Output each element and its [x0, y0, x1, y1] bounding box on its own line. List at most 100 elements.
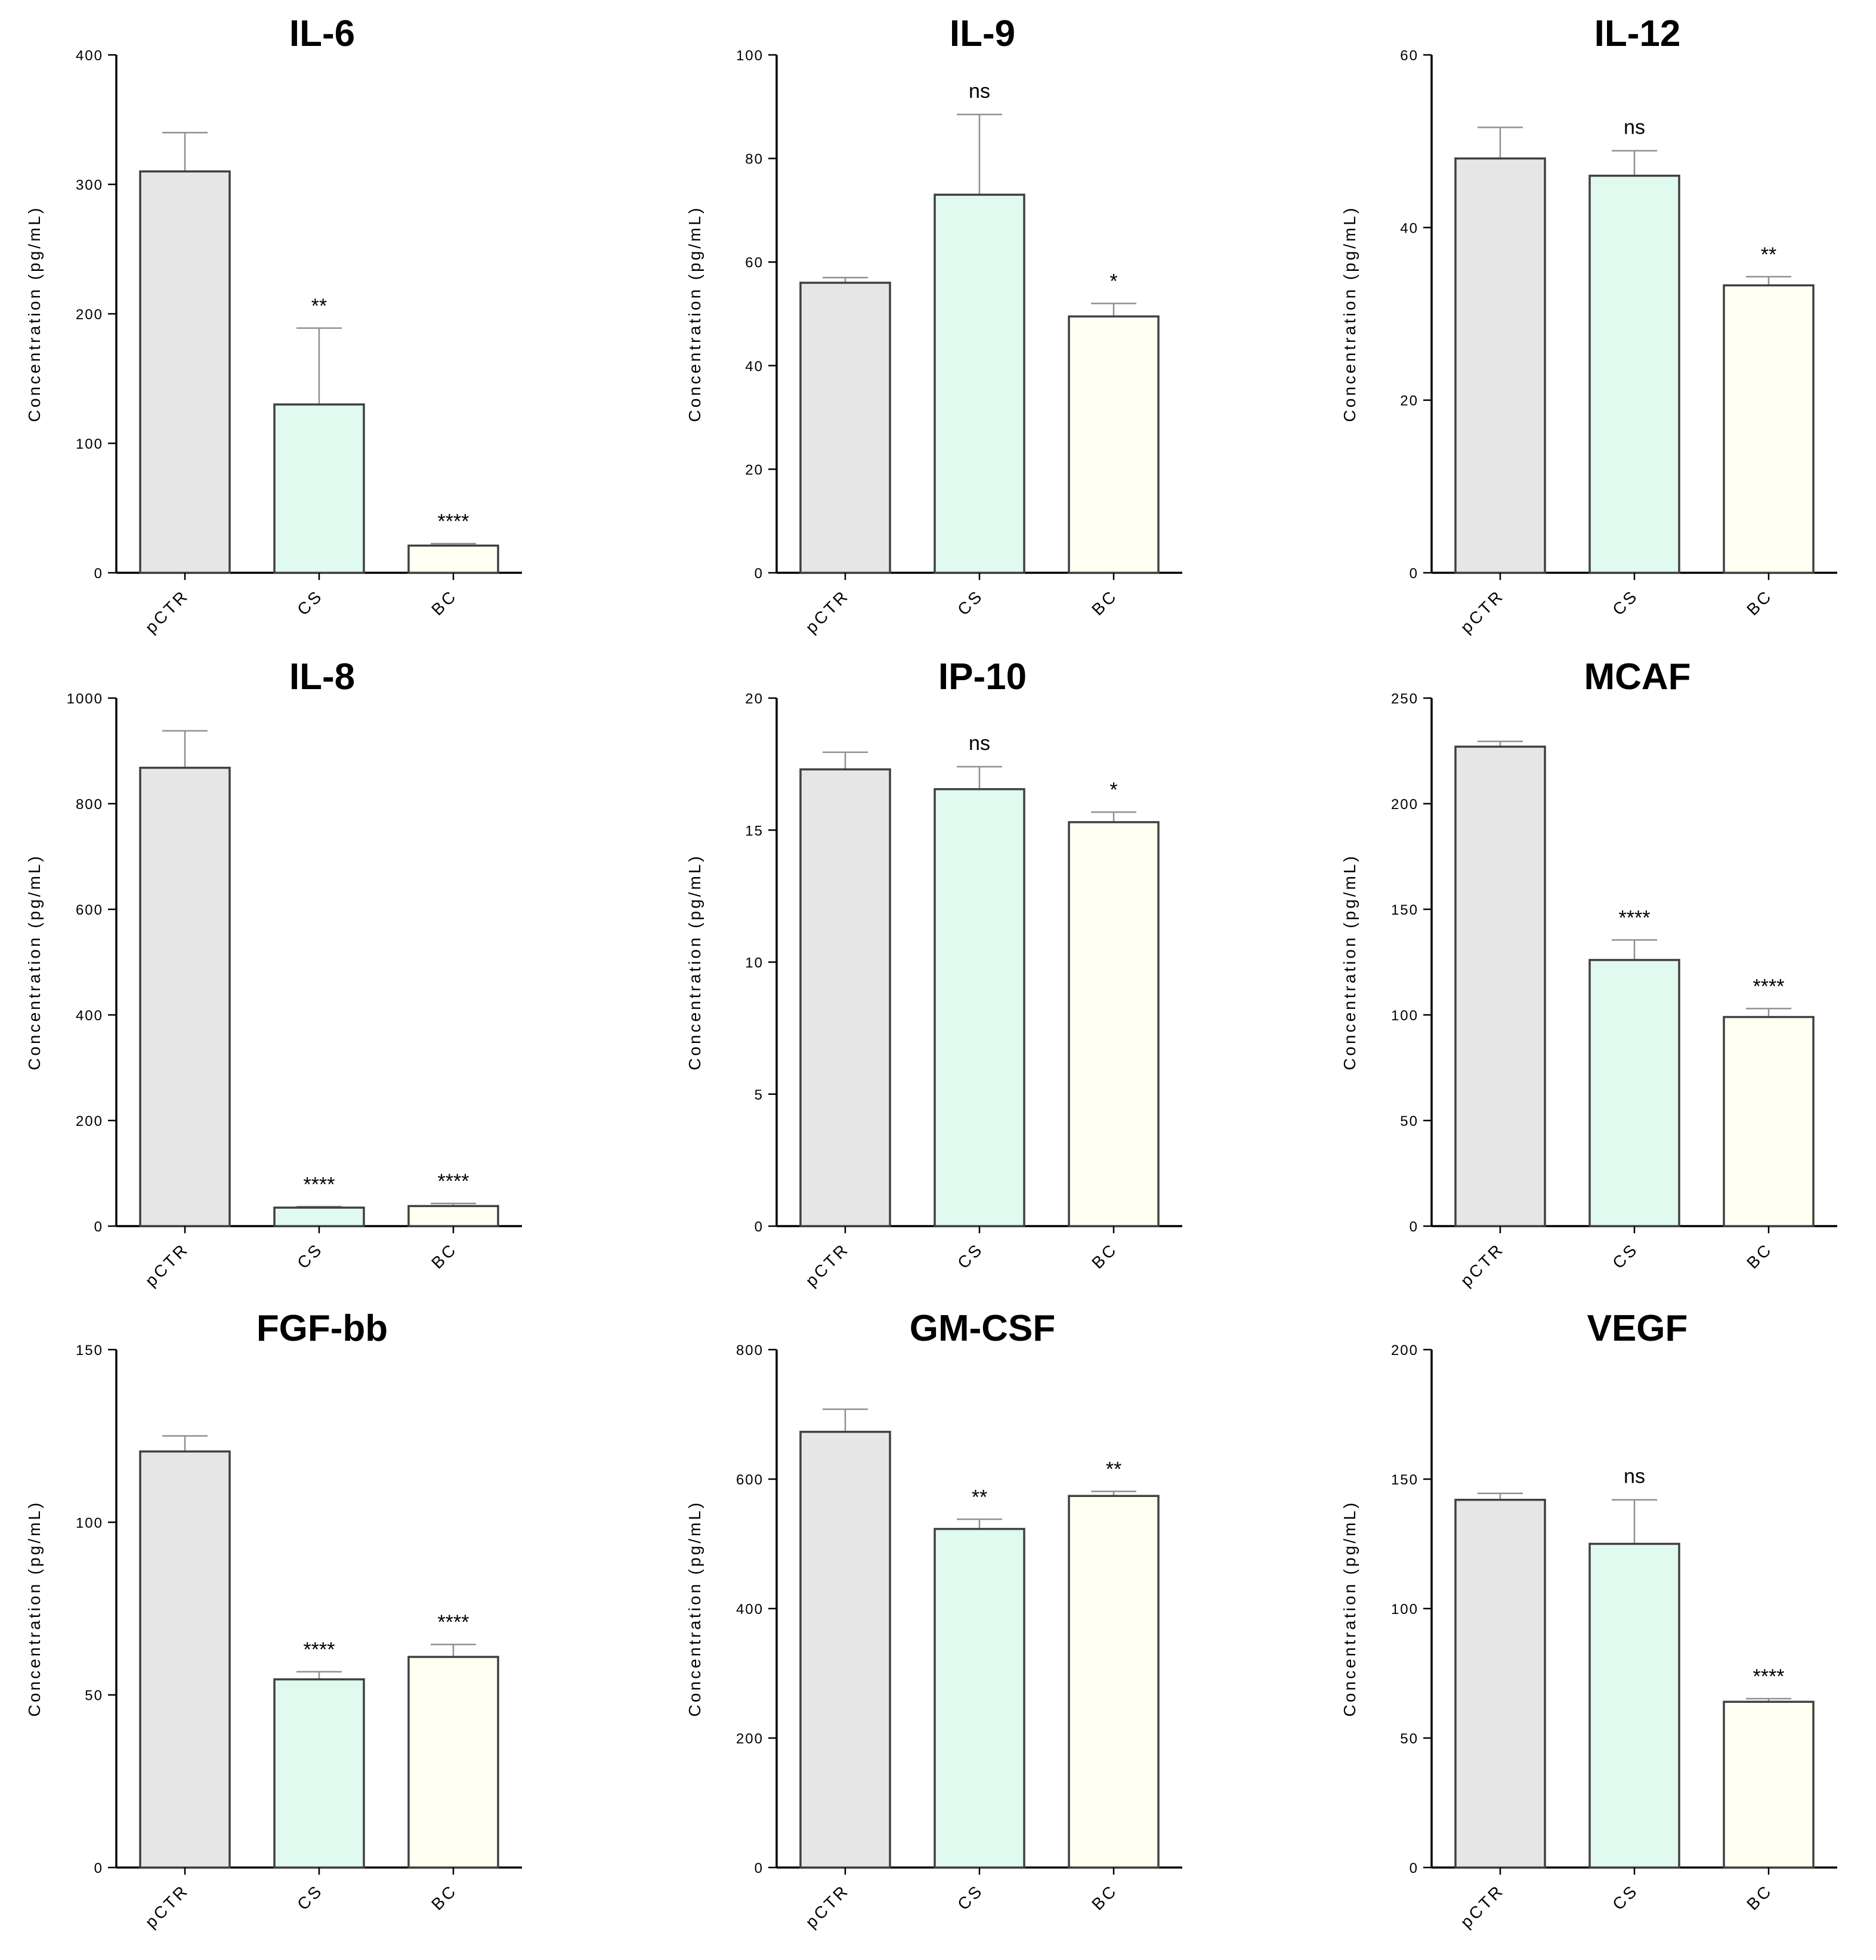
- bar-il-8-cs: [273, 1206, 365, 1227]
- chart-title-il-8: IL-8: [289, 656, 355, 697]
- chart-title-il-9: IL-9: [950, 13, 1015, 54]
- category-label-fgf-bb-pctr: pCTR: [141, 1881, 192, 1931]
- bar-ip-10-bc: [1068, 821, 1160, 1227]
- y-tick-label-gm-csf: 600: [736, 1472, 764, 1488]
- bar-mcaf-pctr: [1454, 745, 1546, 1227]
- y-tick-label-mcaf: 50: [1400, 1113, 1418, 1129]
- bar-il-9-cs: [934, 193, 1025, 574]
- y-tick-label-gm-csf: 400: [736, 1601, 764, 1618]
- y-tick-label-il-8: 800: [76, 797, 103, 813]
- y-tick-label-il-12: 0: [1410, 566, 1418, 582]
- y-tick-label-il-6: 400: [76, 48, 103, 64]
- significance-label-vegf-bc: ****: [1753, 1665, 1785, 1688]
- y-axis-label-il-6: Concentration (pg/mL): [25, 206, 44, 422]
- y-axis-label-fgf-bb: Concentration (pg/mL): [25, 1501, 44, 1717]
- significance-label-il-6-bc: ****: [438, 510, 469, 533]
- chart-panel-ip-10: IP-10 Concentration (pg/mL) 0 5 10 15 20 pCTR ns…: [685, 656, 1182, 1290]
- category-label-vegf-cs: CS: [1609, 1881, 1642, 1913]
- bar-gm-csf-bc: [1068, 1495, 1160, 1869]
- bar-vegf-pctr: [1454, 1498, 1546, 1869]
- y-tick-label-il-9: 100: [736, 48, 764, 64]
- chart-title-il-12: IL-12: [1594, 13, 1681, 54]
- significance-label-fgf-bb-cs: ****: [304, 1638, 335, 1661]
- y-tick-label-il-9: 0: [755, 566, 764, 582]
- y-tick-label-il-9: 20: [745, 462, 764, 478]
- category-label-il-9-pctr: pCTR: [802, 586, 852, 637]
- chart-panel-fgf-bb: FGF-bb Concentration (pg/mL) 0 50 100 150 pCTR…: [25, 1308, 522, 1931]
- y-tick-label-ip-10: 20: [745, 691, 764, 707]
- significance-label-mcaf-bc: ****: [1753, 975, 1785, 998]
- category-label-il-8-bc: BC: [428, 1239, 460, 1272]
- chart-panel-mcaf: MCAF Concentration (pg/mL) 0 50 100 150 200 250…: [1340, 656, 1837, 1290]
- y-tick-label-fgf-bb: 150: [76, 1342, 103, 1359]
- significance-label-il-8-bc: ****: [438, 1170, 469, 1193]
- category-label-mcaf-bc: BC: [1743, 1239, 1776, 1272]
- y-tick-label-il-6: 300: [76, 177, 103, 193]
- significance-label-il-9-cs: ns: [969, 80, 990, 103]
- category-label-vegf-bc: BC: [1743, 1881, 1776, 1913]
- y-tick-label-il-8: 600: [76, 902, 103, 918]
- category-label-il-12-cs: CS: [1609, 586, 1642, 619]
- y-axis-label-gm-csf: Concentration (pg/mL): [685, 1501, 704, 1717]
- significance-label-gm-csf-cs: **: [972, 1486, 987, 1508]
- error-bar-il-6-pctr: [162, 131, 208, 172]
- y-tick-label-vegf: 50: [1400, 1731, 1418, 1747]
- bar-il-9-pctr: [799, 282, 891, 574]
- significance-label-mcaf-cs: ****: [1619, 906, 1651, 929]
- bar-vegf-bc: [1723, 1700, 1815, 1869]
- significance-label-il-12-bc: **: [1761, 243, 1776, 266]
- y-tick-label-il-6: 0: [94, 566, 103, 582]
- significance-label-il-6-cs: **: [311, 295, 327, 317]
- y-tick-label-il-12: 20: [1400, 393, 1418, 409]
- category-label-ip-10-bc: BC: [1088, 1239, 1121, 1272]
- y-tick-label-il-8: 1000: [67, 691, 103, 707]
- y-tick-label-fgf-bb: 100: [76, 1515, 103, 1531]
- category-label-vegf-pctr: pCTR: [1457, 1881, 1507, 1931]
- bar-il-8-pctr: [139, 767, 231, 1227]
- chart-panel-il-8: IL-8 Concentration (pg/mL) 0 200 400 600 800 10…: [25, 656, 522, 1290]
- category-label-il-12-bc: BC: [1743, 586, 1776, 619]
- error-bar-il-12-pctr: [1478, 126, 1523, 159]
- y-tick-label-il-12: 60: [1400, 48, 1418, 64]
- bar-il-12-bc: [1723, 284, 1815, 574]
- significance-label-ip-10-cs: ns: [969, 732, 990, 755]
- chart-panel-vegf: VEGF Concentration (pg/mL) 0 50 100 150 200 pCT…: [1340, 1308, 1837, 1931]
- error-bar-il-6-cs: [296, 327, 342, 405]
- error-bar-il-9-bc: [1091, 303, 1136, 317]
- y-tick-label-il-9: 80: [745, 152, 764, 168]
- category-label-fgf-bb-bc: BC: [428, 1881, 460, 1913]
- y-tick-label-mcaf: 200: [1391, 797, 1418, 813]
- category-label-ip-10-pctr: pCTR: [802, 1239, 852, 1290]
- chart-title-fgf-bb: FGF-bb: [256, 1308, 388, 1349]
- y-tick-label-vegf: 0: [1410, 1860, 1418, 1876]
- category-label-il-8-pctr: pCTR: [141, 1239, 192, 1290]
- bar-ip-10-pctr: [799, 768, 891, 1227]
- category-label-il-6-cs: CS: [293, 586, 326, 619]
- error-bar-il-9-cs: [957, 113, 1002, 195]
- category-label-fgf-bb-cs: CS: [293, 1881, 326, 1913]
- y-tick-label-ip-10: 0: [755, 1219, 764, 1235]
- bar-ip-10-cs: [934, 788, 1025, 1227]
- y-tick-label-gm-csf: 200: [736, 1731, 764, 1747]
- category-label-il-9-cs: CS: [954, 586, 987, 619]
- chart-title-vegf: VEGF: [1587, 1308, 1688, 1349]
- bar-mcaf-bc: [1723, 1016, 1815, 1227]
- significance-label-ip-10-bc: *: [1109, 779, 1117, 801]
- significance-label-gm-csf-bc: **: [1106, 1458, 1121, 1481]
- significance-label-il-12-cs: ns: [1624, 116, 1645, 139]
- y-tick-label-il-12: 40: [1400, 220, 1418, 236]
- y-axis-label-mcaf: Concentration (pg/mL): [1340, 854, 1359, 1070]
- y-axis-label-il-9: Concentration (pg/mL): [685, 206, 704, 422]
- y-tick-label-ip-10: 10: [745, 955, 764, 971]
- significance-label-fgf-bb-bc: ****: [438, 1611, 469, 1634]
- category-label-il-6-pctr: pCTR: [141, 586, 192, 637]
- error-bar-il-8-pctr: [162, 730, 208, 768]
- y-tick-label-fgf-bb: 50: [85, 1688, 103, 1704]
- y-tick-label-vegf: 200: [1391, 1342, 1418, 1359]
- chart-panel-il-12: IL-12 Concentration (pg/mL) 0 20 40 60 pCTR ns C…: [1340, 13, 1837, 637]
- chart-title-ip-10: IP-10: [938, 656, 1027, 697]
- y-tick-label-gm-csf: 800: [736, 1342, 764, 1359]
- category-label-gm-csf-cs: CS: [954, 1881, 987, 1913]
- y-axis-label-ip-10: Concentration (pg/mL): [685, 854, 704, 1070]
- y-tick-label-mcaf: 0: [1410, 1219, 1418, 1235]
